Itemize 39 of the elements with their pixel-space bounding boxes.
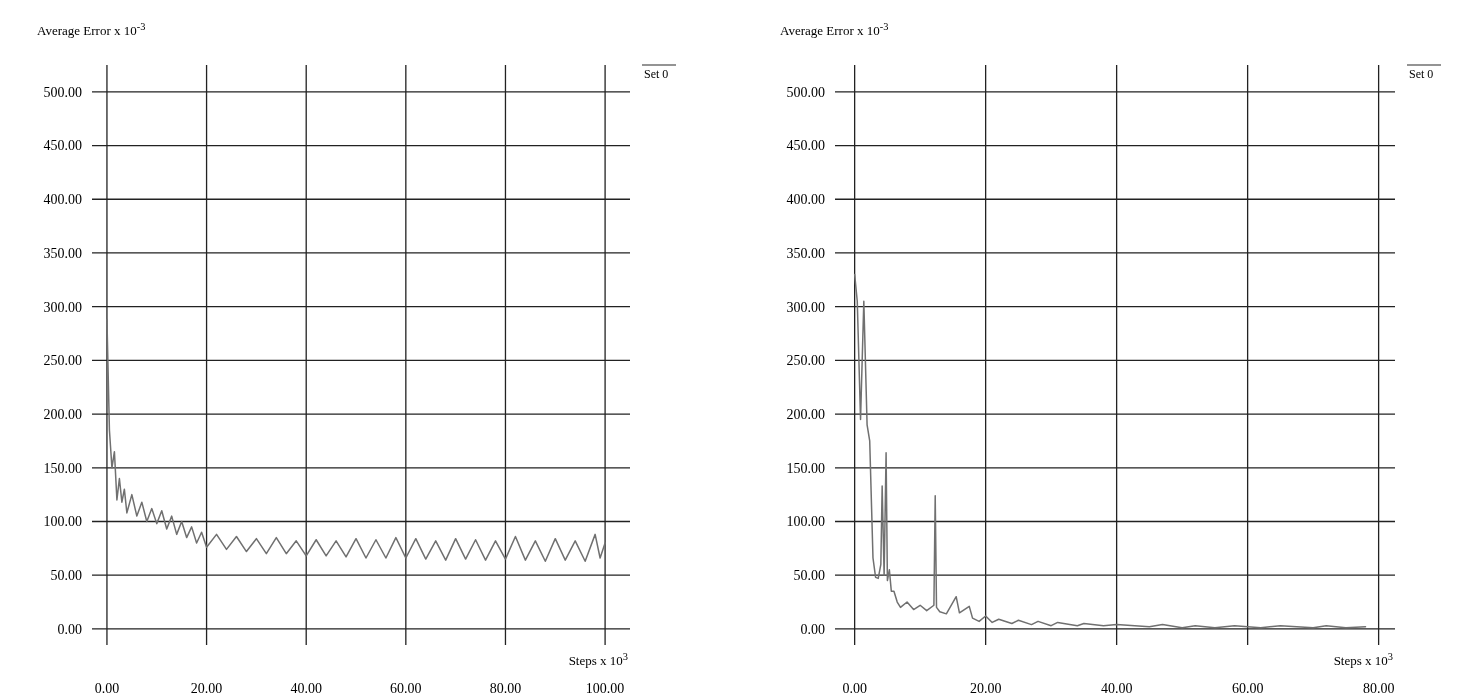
x-tick-label: 80.00 (1362, 681, 1395, 696)
x-tick-label: 20.00 (190, 681, 223, 696)
x-tick-label: 40.00 (290, 681, 322, 696)
y-tick-label: 250.00 (786, 353, 825, 369)
x-tick-label: 0.00 (94, 681, 120, 696)
y-tick-label: 200.00 (43, 406, 82, 422)
x-tick-label: 60.00 (1231, 681, 1264, 696)
y-tick-label: 500.00 (786, 84, 825, 100)
y-tick-label: 400.00 (786, 192, 825, 208)
y-axis-title: Average Error x 10$^{-3}$ (37, 20, 146, 38)
x-tick-label: 40.00 (1100, 681, 1133, 696)
y-tick-label: 350.00 (43, 245, 82, 261)
y-tick-label: 400.00 (43, 192, 82, 208)
y-tick-label: 450.00 (43, 138, 82, 154)
x-axis-title: Steps x 10$^{3}$ (1333, 650, 1393, 668)
y-tick-label: 100.00 (786, 514, 825, 530)
y-tick-label: 50.00 (50, 568, 82, 584)
y-tick-label: 100.00 (43, 514, 82, 530)
y-tick-label: 0.00 (57, 621, 82, 637)
x-tick-label: 0.00 (842, 681, 867, 696)
legend-label: Set 0 (1409, 67, 1434, 81)
x-axis-title: Steps x 10$^{3}$ (568, 650, 628, 668)
y-tick-label: 50.00 (793, 568, 825, 584)
x-tick-label: 20.00 (969, 681, 1002, 696)
y-tick-label: 200.00 (786, 406, 825, 422)
x-tick-label: 60.00 (390, 681, 422, 696)
y-tick-label: 450.00 (786, 138, 825, 154)
y-tick-label: 250.00 (43, 353, 82, 369)
y-tick-label: 0.00 (800, 621, 825, 637)
y-tick-label: 500.00 (43, 84, 82, 100)
y-tick-label: 300.00 (43, 299, 82, 315)
y-tick-label: 350.00 (786, 245, 825, 261)
y-tick-label: 300.00 (786, 299, 825, 315)
x-tick-label: 80.00 (489, 681, 522, 696)
y-tick-label: 150.00 (786, 460, 825, 476)
x-tick-label: 100.00 (585, 681, 625, 696)
legend-label: Set 0 (644, 67, 669, 81)
y-axis-title: Average Error x 10$^{-3}$ (780, 20, 889, 38)
y-tick-label: 150.00 (43, 460, 82, 476)
